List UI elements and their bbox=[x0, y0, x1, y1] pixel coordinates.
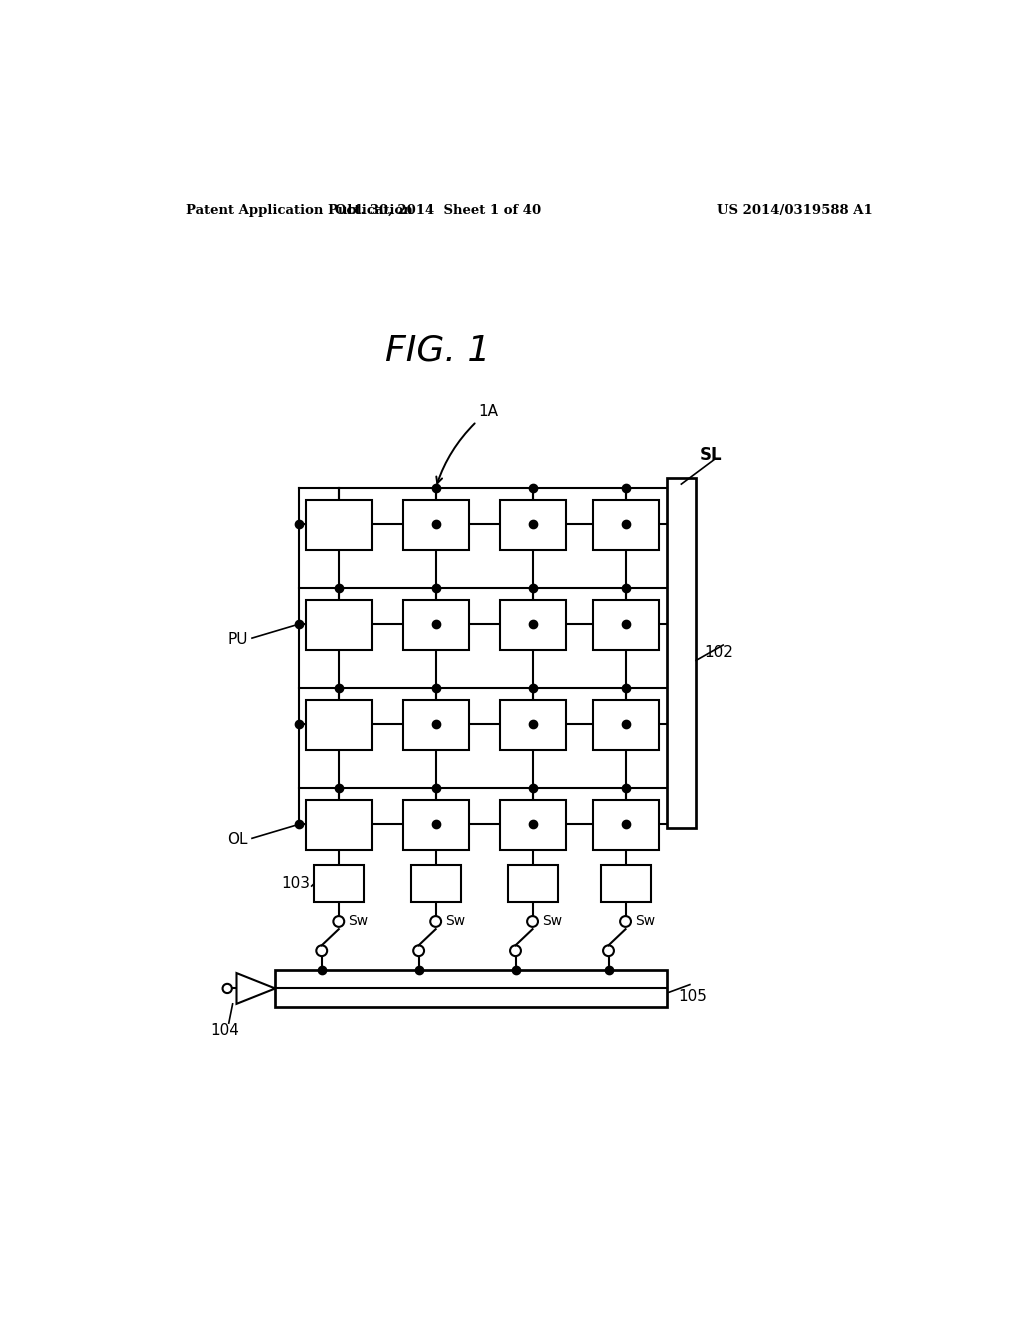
Bar bbox=[667, 478, 696, 829]
Text: Oct. 30, 2014  Sheet 1 of 40: Oct. 30, 2014 Sheet 1 of 40 bbox=[335, 205, 541, 218]
Text: 104: 104 bbox=[211, 1023, 240, 1039]
Text: OL: OL bbox=[227, 833, 248, 847]
Text: Sw: Sw bbox=[445, 915, 465, 928]
Bar bbox=[306, 800, 372, 850]
Text: US 2014/0319588 A1: US 2014/0319588 A1 bbox=[717, 205, 872, 218]
Bar bbox=[593, 599, 658, 649]
Bar bbox=[500, 499, 566, 549]
Text: FIG. 1: FIG. 1 bbox=[385, 334, 490, 368]
Text: 1A: 1A bbox=[436, 404, 499, 483]
Bar bbox=[500, 599, 566, 649]
Bar bbox=[403, 800, 469, 850]
Text: PU: PU bbox=[227, 632, 248, 647]
Bar bbox=[593, 700, 658, 750]
Bar bbox=[500, 800, 566, 850]
Text: 102: 102 bbox=[703, 645, 733, 660]
Bar bbox=[593, 499, 658, 549]
Text: 103: 103 bbox=[282, 876, 310, 891]
Text: SL: SL bbox=[700, 446, 723, 463]
Text: Patent Application Publication: Patent Application Publication bbox=[186, 205, 413, 218]
Bar bbox=[314, 866, 365, 903]
Bar bbox=[500, 700, 566, 750]
Text: Sw: Sw bbox=[635, 915, 655, 928]
Bar bbox=[306, 700, 372, 750]
Bar bbox=[593, 800, 658, 850]
Bar bbox=[306, 499, 372, 549]
Text: 105: 105 bbox=[678, 989, 708, 1003]
Text: Sw: Sw bbox=[348, 915, 369, 928]
Bar bbox=[403, 499, 469, 549]
Bar bbox=[411, 866, 461, 903]
Bar bbox=[508, 866, 558, 903]
Bar bbox=[403, 599, 469, 649]
Bar bbox=[275, 970, 667, 1007]
Text: Sw: Sw bbox=[542, 915, 562, 928]
Bar bbox=[601, 866, 651, 903]
Polygon shape bbox=[237, 973, 275, 1003]
Bar bbox=[306, 599, 372, 649]
Bar bbox=[403, 700, 469, 750]
